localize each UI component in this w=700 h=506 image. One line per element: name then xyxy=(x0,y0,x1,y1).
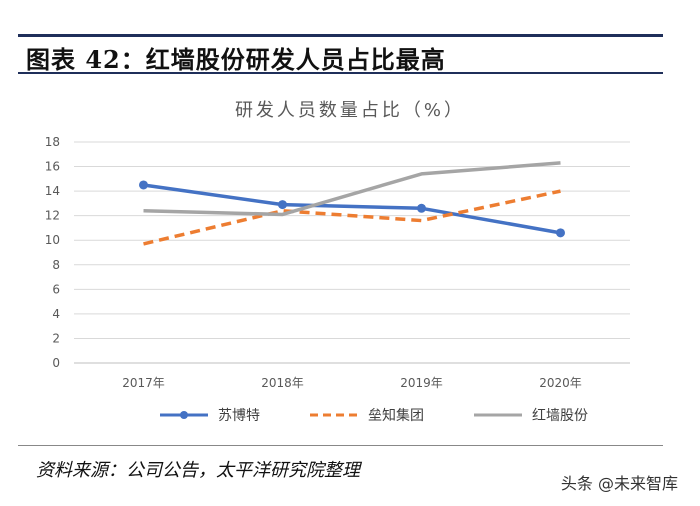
legend-swatch-leizhi xyxy=(310,413,358,417)
y-tick-label: 16 xyxy=(45,160,60,174)
legend-item-subote: 苏博特 xyxy=(158,405,260,425)
series-line-1 xyxy=(143,189,561,246)
legend-label-leizhi: 垒知集团 xyxy=(368,408,424,424)
series-line-0 xyxy=(143,183,561,235)
grid-lines xyxy=(74,141,630,364)
x-tick-labels: 2017年 2018年 2019年 2020年 xyxy=(122,376,582,390)
x-tick-label: 2017年 xyxy=(122,376,165,390)
series-line-2 xyxy=(143,161,561,217)
legend-swatch-subote xyxy=(160,411,208,419)
y-tick-label: 10 xyxy=(45,233,60,247)
legend: 苏博特 垒知集团 红墙股份 xyxy=(158,405,588,425)
data-point xyxy=(278,200,287,210)
title-rule xyxy=(18,72,663,74)
y-tick-label: 2 xyxy=(52,331,60,345)
y-tick-label: 0 xyxy=(52,356,60,370)
series-lines xyxy=(139,161,565,246)
legend-swatch-hongqiang xyxy=(474,413,522,417)
y-tick-label: 4 xyxy=(52,307,60,321)
watermark: 头条 @未来智库 xyxy=(560,474,678,493)
data-point xyxy=(417,203,426,213)
figure-title: 图表 42：红墙股份研发人员占比最高 xyxy=(26,45,446,74)
legend-item-leizhi: 垒知集团 xyxy=(308,405,424,425)
source-note: 资料来源：公司公告，太平洋研究院整理 xyxy=(36,460,360,481)
data-point xyxy=(556,228,565,238)
legend-label-hongqiang: 红墙股份 xyxy=(532,408,588,424)
x-tick-label: 2019年 xyxy=(400,376,443,390)
source-divider xyxy=(18,445,663,446)
y-tick-label: 18 xyxy=(45,135,60,149)
y-tick-label: 8 xyxy=(52,258,60,272)
x-tick-label: 2020年 xyxy=(539,376,582,390)
y-tick-label: 14 xyxy=(45,184,60,198)
data-point xyxy=(139,180,148,190)
top-rule xyxy=(18,34,663,37)
y-tick-label: 12 xyxy=(45,209,60,223)
legend-label-subote: 苏博特 xyxy=(218,408,260,424)
legend-item-hongqiang: 红墙股份 xyxy=(472,405,588,425)
y-tick-label: 6 xyxy=(52,282,60,296)
y-tick-labels: 0 2 4 6 8 10 12 14 16 18 xyxy=(45,135,60,370)
chart-title: 研发人员数量占比（%） xyxy=(234,100,466,121)
x-tick-label: 2018年 xyxy=(261,376,304,390)
